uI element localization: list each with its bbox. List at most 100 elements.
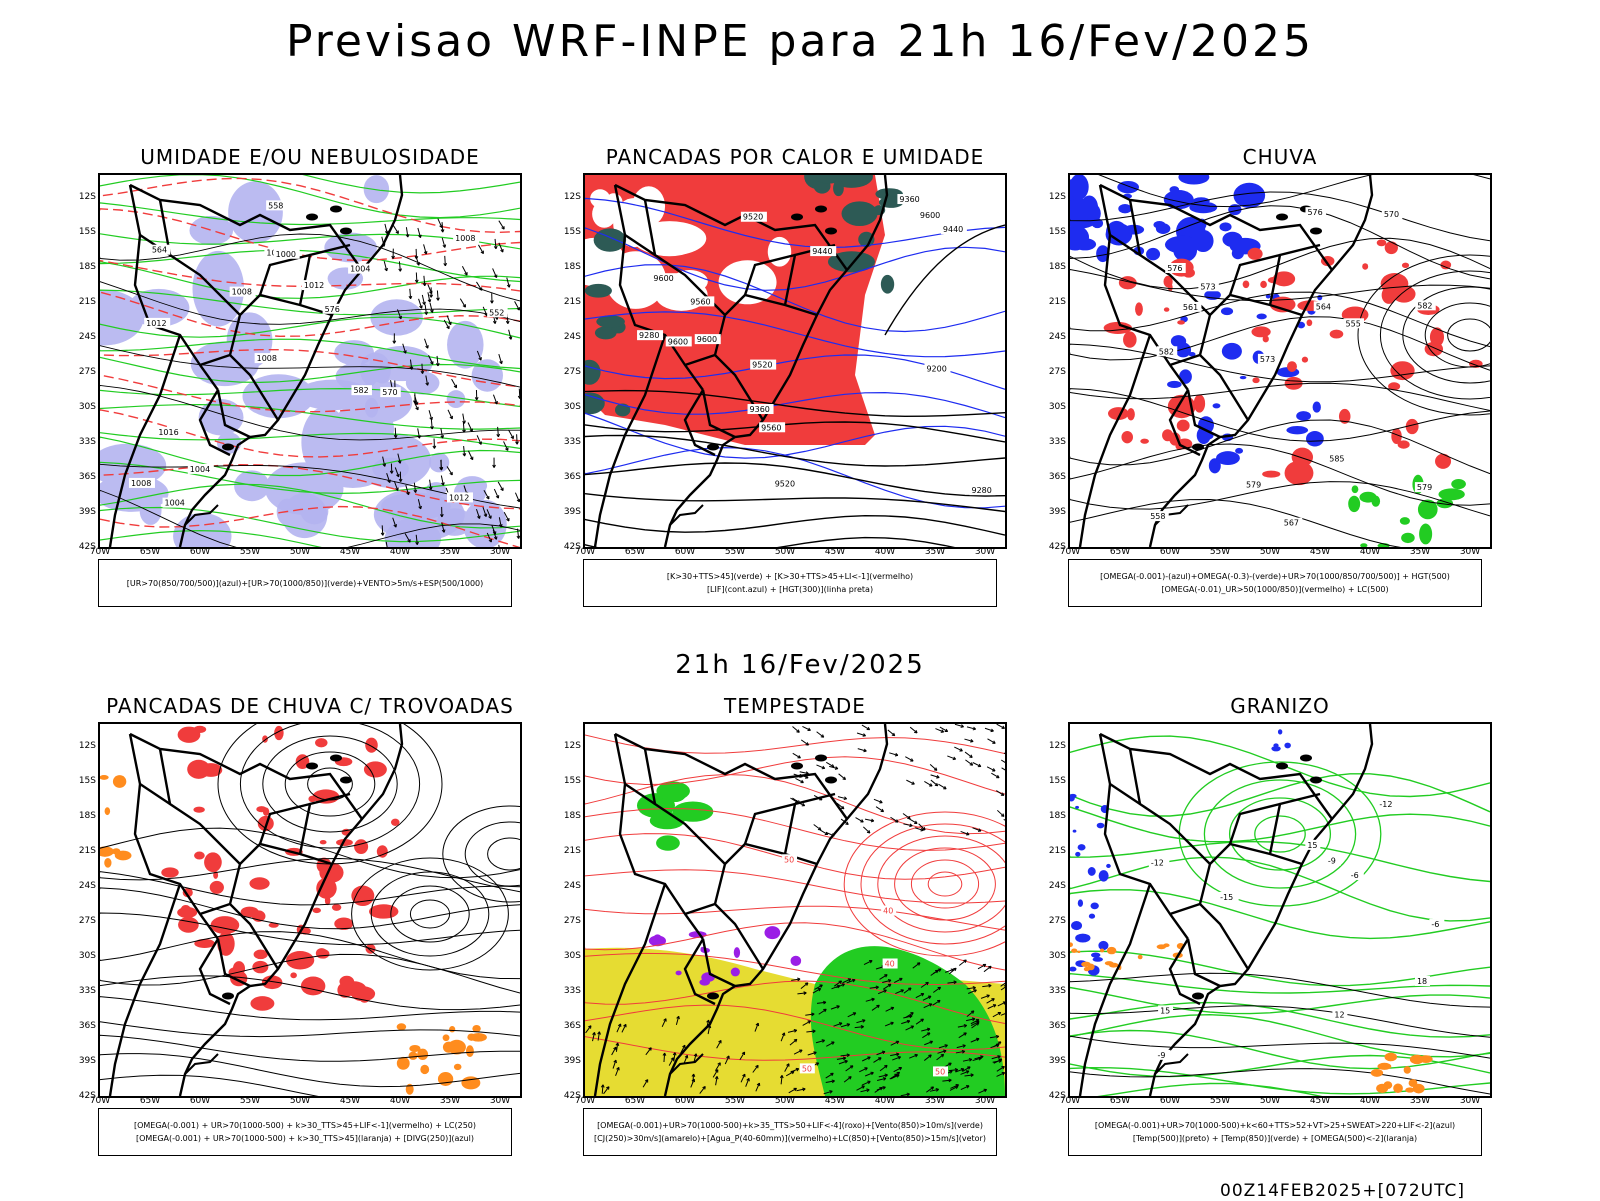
wind-arrow	[1001, 760, 1005, 765]
panel-title: PANCADAS DE CHUVA C/ TROVOADAS	[70, 694, 550, 718]
contour-value: 40	[885, 959, 895, 968]
contour-ring	[240, 724, 419, 848]
shade-blob	[1171, 335, 1186, 347]
lat-tick-label: 12S	[70, 741, 98, 751]
lon-tick-label: 30W	[1460, 547, 1480, 557]
contour-value: 9520	[752, 361, 772, 370]
contour-value: 15	[1160, 1006, 1170, 1015]
shade-blob	[1307, 319, 1313, 326]
lat-tick-label: 21S	[70, 846, 98, 856]
shade-blob	[1078, 844, 1086, 850]
lat-tick-label: 18S	[1040, 262, 1068, 272]
lat-tick-label: 39S	[70, 507, 98, 517]
shaded-area	[1070, 942, 1184, 971]
map-plot: 1012101210081008100410041012101210161008…	[98, 173, 522, 549]
shade-blob	[1164, 307, 1169, 311]
legend-box: [OMEGA(-0.001)+UR>70(1000-500)+k>35_TTS>…	[583, 1108, 997, 1156]
shaded-area	[1104, 239, 1483, 485]
lon-tick-label: 40W	[390, 1096, 410, 1106]
shade-blob	[204, 852, 222, 872]
lat-tick-label: 39S	[555, 507, 583, 517]
shade-blob	[1070, 175, 1089, 200]
lat-tick-label: 15S	[70, 227, 98, 237]
shade-blob	[1222, 232, 1242, 247]
shade-blob	[112, 848, 120, 854]
country-border	[615, 734, 703, 939]
lat-tick-label: 36S	[1040, 472, 1068, 482]
shade-blob	[1118, 204, 1131, 213]
shade-blob	[731, 968, 740, 977]
legend-line: [Temp(500)](preto) + [Temp(850)](verde) …	[1133, 1132, 1417, 1145]
contour-value: 50	[784, 855, 794, 864]
wind-arrow	[930, 764, 937, 770]
shade-blob	[1091, 952, 1100, 957]
lat-tick-label: 18S	[70, 262, 98, 272]
lon-tick-label: 30W	[490, 547, 510, 557]
contour-value: 9360	[750, 405, 770, 414]
shade-blob	[1398, 440, 1410, 448]
legend-box: [OMEGA(-0.001) + UR>70(1000-500) + k>30_…	[98, 1108, 512, 1156]
lon-tick-label: 50W	[775, 547, 795, 557]
shade-blob	[1348, 496, 1360, 512]
shade-blob	[315, 738, 327, 747]
shade-blob	[1078, 899, 1083, 906]
lake	[1192, 444, 1204, 451]
shade-blob	[1081, 962, 1091, 967]
lon-tick-label: 65W	[625, 1096, 645, 1106]
lon-tick-label: 65W	[140, 1096, 160, 1106]
contour-value: 50	[935, 1067, 945, 1076]
lon-tick-label: 55W	[240, 547, 260, 557]
shade-blob	[1121, 431, 1133, 443]
contour-value: 582	[1417, 301, 1432, 310]
shade-blob	[1074, 238, 1096, 250]
lon-tick-label: 60W	[190, 547, 210, 557]
legend-box: [K>30+TTS>45](verde) + [K>30+TTS>45+LI<-…	[583, 559, 997, 607]
shade-blob	[316, 948, 328, 958]
lon-tick-label: 70W	[1060, 1096, 1080, 1106]
shade-blob	[1273, 743, 1278, 747]
lake	[815, 755, 827, 762]
shade-blob	[454, 1064, 462, 1070]
lat-tick-label: 24S	[70, 332, 98, 342]
lon-tick-label: 60W	[675, 547, 695, 557]
shade-blob	[1383, 1081, 1392, 1089]
contour-value: 9280	[639, 331, 659, 340]
contour-value: 1008	[131, 479, 151, 488]
shade-blob	[104, 858, 111, 868]
lat-tick-label: 24S	[1040, 881, 1068, 891]
country-border	[140, 784, 170, 804]
lat-tick-label: 15S	[555, 227, 583, 237]
shade-blob	[308, 796, 315, 802]
shade-blob	[1221, 307, 1233, 315]
shade-blob	[1377, 239, 1387, 246]
lat-tick-label: 21S	[1040, 846, 1068, 856]
contour-line	[100, 997, 520, 1020]
shaded-area	[161, 726, 399, 1011]
shade-blob	[332, 904, 341, 911]
contour-value: 9560	[761, 423, 781, 432]
contour-value: 579	[1417, 483, 1432, 492]
contour-value: 1016	[158, 428, 178, 437]
shade-blob	[699, 979, 710, 986]
shade-blob	[1146, 248, 1160, 261]
contour-value: 570	[1384, 210, 1399, 219]
contour-ring	[263, 736, 397, 832]
contour-value: -6	[1431, 920, 1439, 929]
map-svg: 1012101210081008100410041012101210161008…	[100, 175, 520, 547]
shade-blob	[1413, 1084, 1425, 1094]
lat-tick-label: 21S	[555, 846, 583, 856]
legend-box: [OMEGA(-0.001)+UR>70(1000-500)+k<60+TTS>…	[1068, 1108, 1482, 1156]
shade-blob	[417, 1049, 428, 1060]
shade-blob	[140, 496, 162, 525]
lat-tick-label: 33S	[555, 437, 583, 447]
lon-tick-label: 70W	[90, 547, 110, 557]
contour-value: 561	[1183, 303, 1198, 312]
shade-blob	[178, 917, 199, 933]
lat-tick-label: 18S	[555, 262, 583, 272]
shade-blob	[1138, 955, 1143, 959]
legend-box: [OMEGA(-0.001)-(azul)+OMEGA(-0.3)-(verde…	[1068, 559, 1482, 607]
